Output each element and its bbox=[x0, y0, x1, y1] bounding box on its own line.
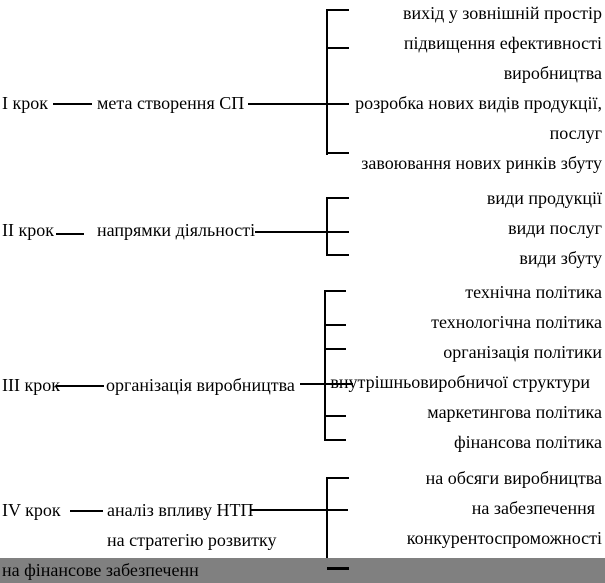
step-3-item-line: організація політики bbox=[443, 342, 602, 362]
connector-line bbox=[300, 383, 353, 385]
connector-line bbox=[255, 231, 349, 233]
bracket-tick bbox=[327, 567, 349, 570]
bracket-vertical bbox=[326, 477, 328, 570]
bracket-tick bbox=[326, 197, 349, 199]
bracket-tick bbox=[326, 47, 349, 49]
step-2-item-line: види продукції bbox=[486, 188, 602, 208]
bottom-bar-text: на фінансове забезпеченн bbox=[2, 560, 199, 580]
connector-line bbox=[70, 510, 103, 512]
step-4-item-line: на обсяги виробництва bbox=[425, 468, 602, 488]
bottom-bar: на фінансове забезпеченн bbox=[0, 558, 605, 583]
step-1-item-line: послуг bbox=[549, 123, 602, 143]
step-1-item-line: завоювання нових ринків збуту bbox=[361, 153, 602, 173]
bracket-tick bbox=[326, 9, 349, 11]
bracket-tick bbox=[324, 324, 346, 326]
connector-line bbox=[248, 103, 349, 105]
step-3-topic: організація виробництва bbox=[106, 375, 295, 395]
step-1-label: I крок bbox=[2, 93, 48, 113]
step-4-label: IV крок bbox=[2, 500, 61, 520]
step-1-item-line: розробка нових видів продукції, bbox=[355, 93, 602, 113]
step-4-topic: аналіз впливу НТП bbox=[107, 500, 254, 520]
step-3-item-line: фінансова політика bbox=[454, 432, 602, 452]
step-3-item-line: внутрішньовиробничої структури bbox=[330, 372, 590, 392]
step-3-item-line: технологічна політика bbox=[431, 312, 602, 332]
bracket-tick bbox=[326, 254, 349, 256]
bracket-tick bbox=[324, 439, 346, 441]
step-4-item-line: конкурентоспроможності bbox=[406, 528, 602, 548]
step-4-topic-line2: на стратегію розвитку bbox=[107, 530, 277, 550]
bracket-tick bbox=[326, 152, 349, 154]
connector-line bbox=[56, 233, 84, 235]
connector-line bbox=[53, 103, 92, 105]
step-1-topic: мета створення СП bbox=[97, 93, 245, 113]
bracket-tick bbox=[324, 415, 346, 417]
bracket-vertical bbox=[326, 9, 328, 155]
step-3-item-line: технічна політика bbox=[465, 282, 602, 302]
bracket-vertical bbox=[326, 197, 328, 256]
step-2-item-line: види збуту bbox=[519, 248, 602, 268]
bracket-tick bbox=[326, 477, 349, 479]
bracket-tick bbox=[324, 348, 346, 350]
step-3-item-line: маркетингова політика bbox=[427, 402, 602, 422]
step-2-item-line: види послуг bbox=[508, 218, 602, 238]
bracket-vertical bbox=[324, 290, 326, 441]
step-4-item-line: на забезпечення bbox=[471, 498, 595, 518]
step-1-item-line: виробництва bbox=[503, 63, 602, 83]
step-1-item-line: підвищення ефективності bbox=[403, 33, 602, 53]
step-2-topic: напрямки діяльності bbox=[97, 220, 256, 240]
step-3-label: III крок bbox=[2, 375, 60, 395]
bracket-tick bbox=[324, 290, 346, 292]
step-1-item-line: вихід у зовнішній простір bbox=[403, 3, 602, 23]
step-2-label: II крок bbox=[2, 220, 54, 240]
connector-line bbox=[56, 385, 104, 387]
connector-line bbox=[250, 509, 348, 511]
